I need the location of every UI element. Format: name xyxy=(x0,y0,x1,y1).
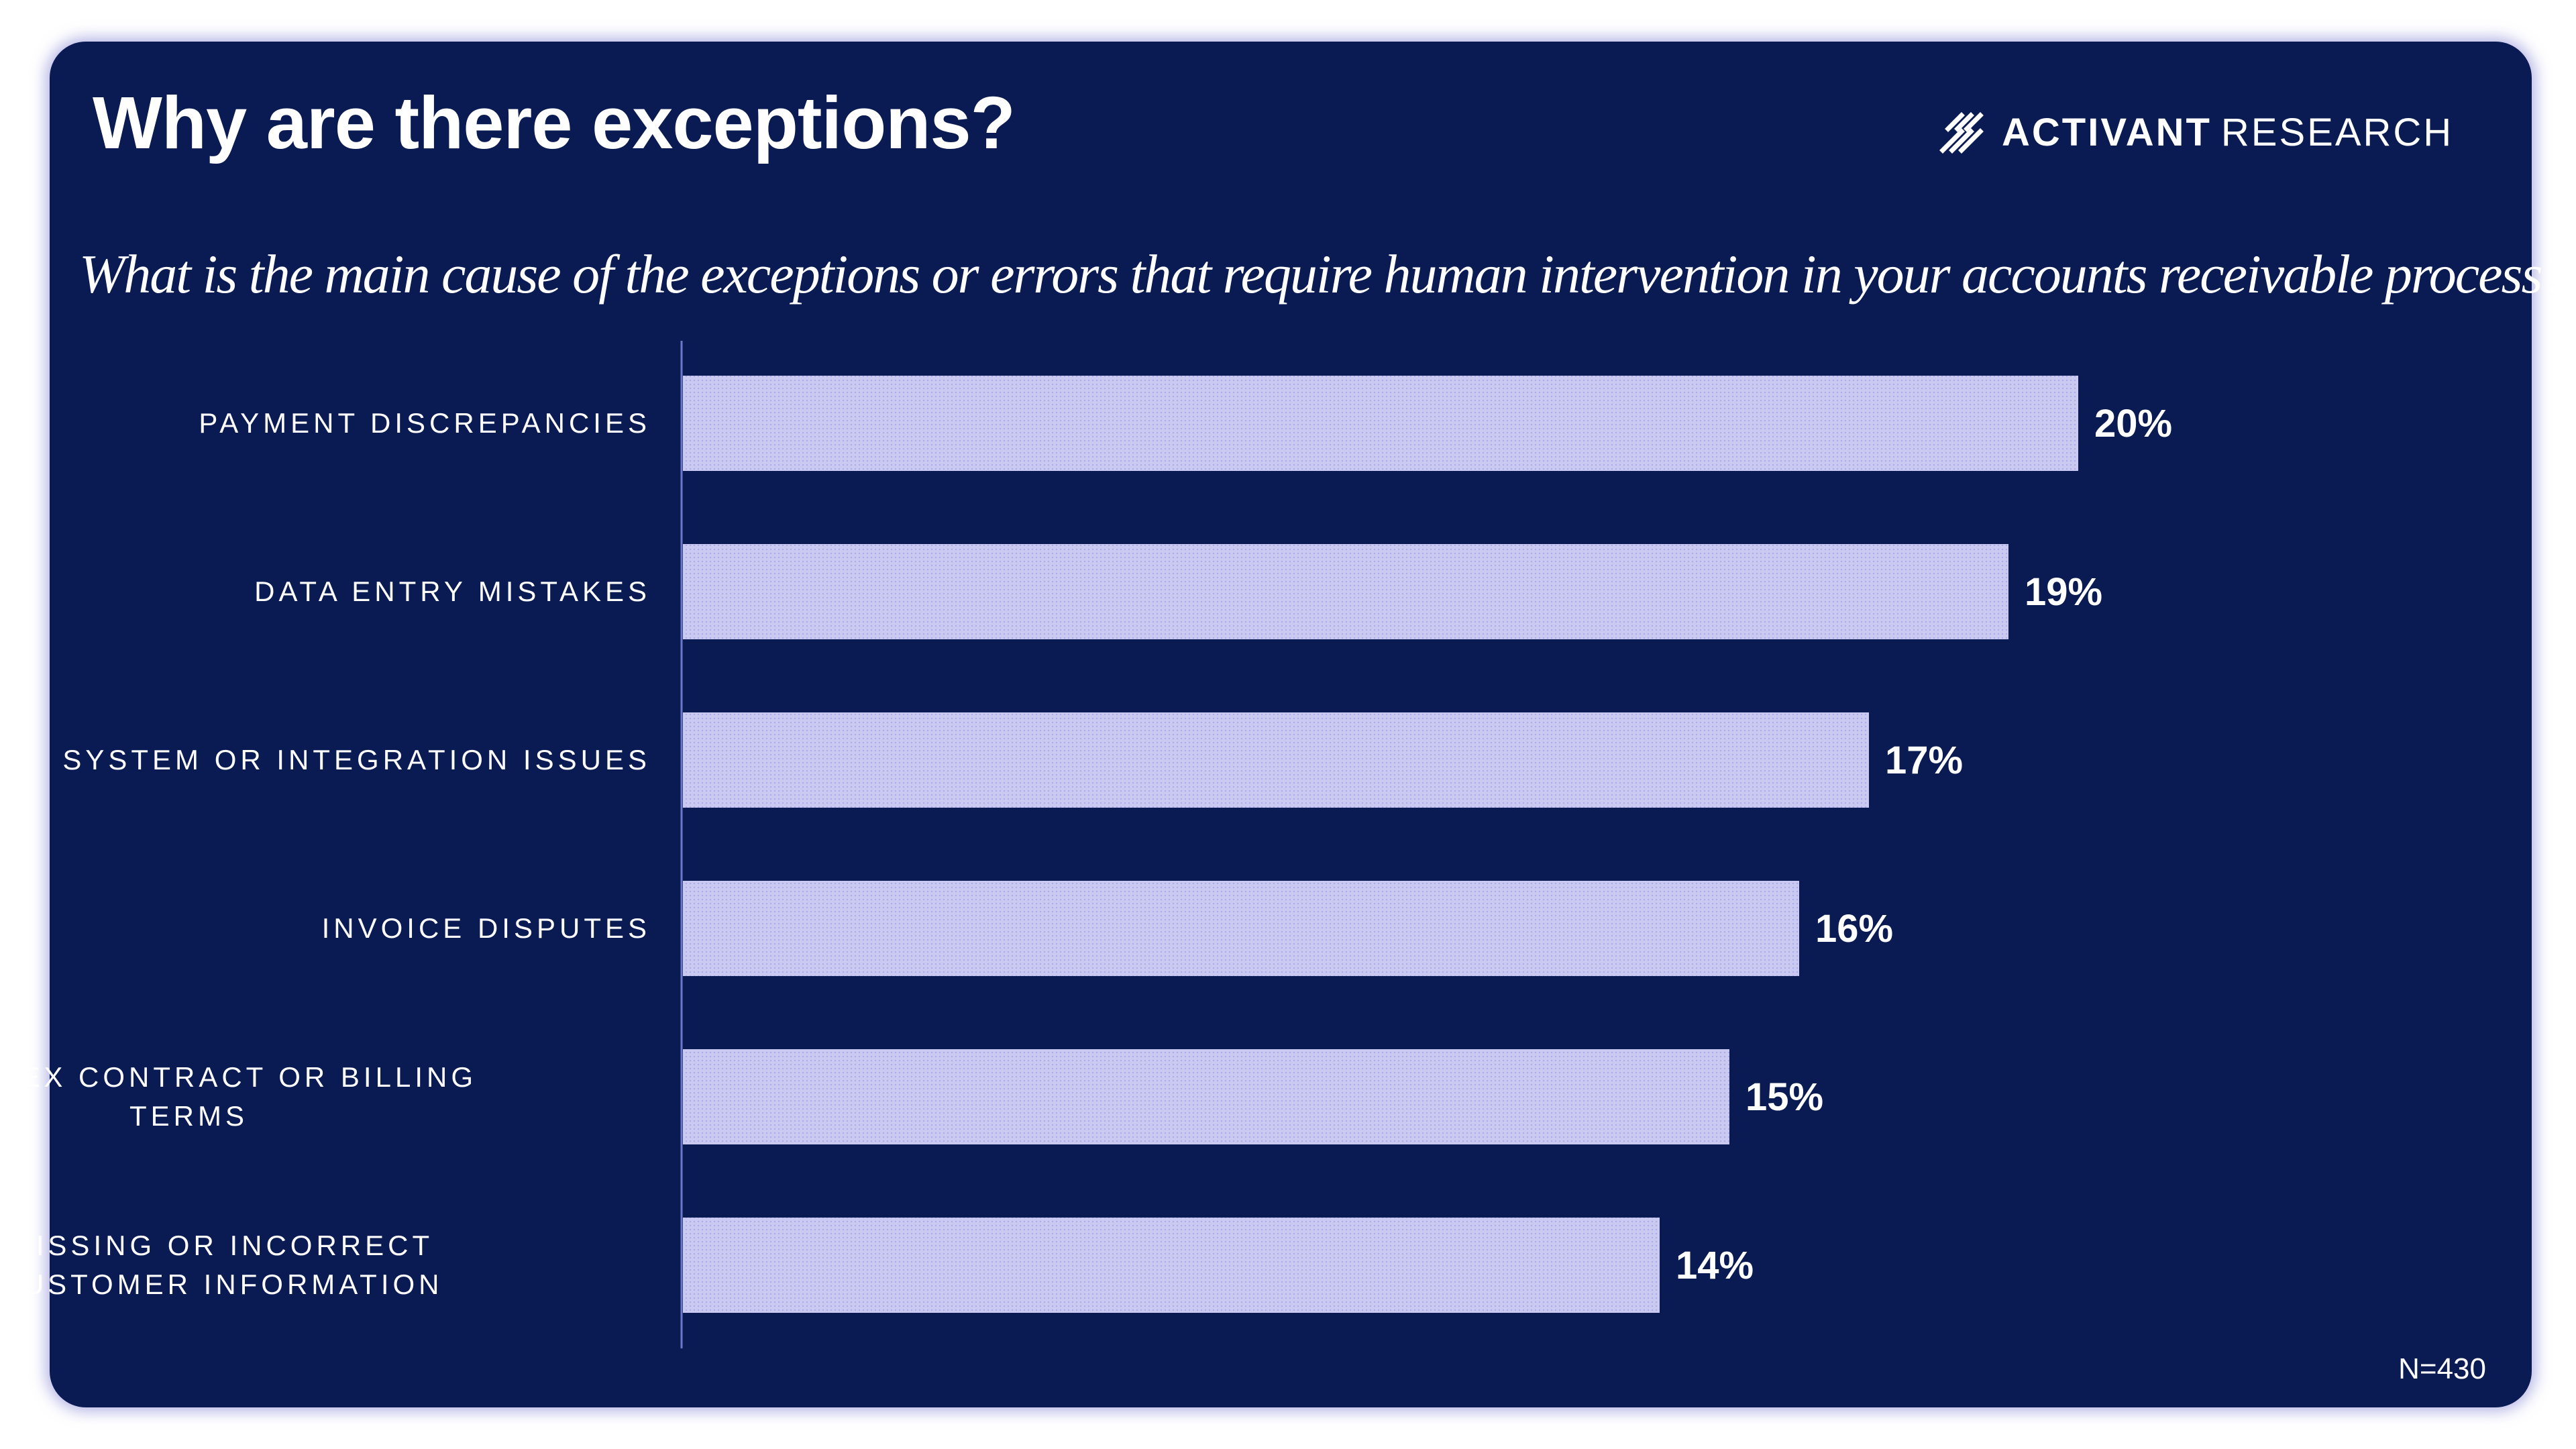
bar-3 xyxy=(683,712,1869,808)
bar-4 xyxy=(683,881,1799,976)
value-label-2: 19% xyxy=(2025,570,2102,614)
bar-2 xyxy=(683,544,2008,639)
activant-stripes-icon xyxy=(1939,112,1984,154)
brand-name-light: RESEARCH xyxy=(2220,110,2454,154)
value-label-5: 15% xyxy=(1746,1075,1823,1119)
category-label-2: DATA ENTRY MISTAKES xyxy=(254,576,651,607)
value-label-4: 16% xyxy=(1815,907,1893,951)
category-label-4: INVOICE DISPUTES xyxy=(322,912,651,944)
category-label-3: SYSTEM OR INTEGRATION ISSUES xyxy=(62,744,651,775)
sample-size-note: N=430 xyxy=(2398,1352,2486,1385)
category-label-6: MISSING OR INCORRECT CUSTOMER INFORMATION xyxy=(0,1230,443,1300)
slide-title: Why are there exceptions? xyxy=(93,82,1016,164)
value-label-1: 20% xyxy=(2094,402,2172,445)
value-label-3: 17% xyxy=(1885,739,1963,782)
brand-logo: ACTIVANT RESEARCH xyxy=(1939,102,2453,162)
bar-5 xyxy=(683,1049,1729,1144)
category-label-1: PAYMENT DISCREPANCIES xyxy=(199,407,651,439)
bar-1 xyxy=(683,376,2078,471)
value-label-6: 14% xyxy=(1676,1244,1754,1287)
survey-question: What is the main cause of the exceptions… xyxy=(79,244,2569,305)
brand-name-bold: ACTIVANT xyxy=(2002,110,2212,154)
bar-6 xyxy=(683,1218,1660,1313)
